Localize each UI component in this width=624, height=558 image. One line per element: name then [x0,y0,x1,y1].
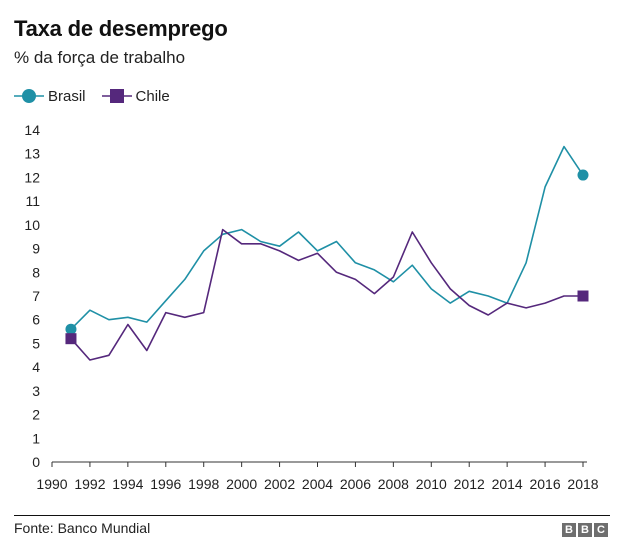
y-tick-label: 2 [32,407,40,423]
x-tick-label: 1998 [188,476,219,492]
y-tick-label: 12 [24,169,40,185]
logo-letter: B [578,523,592,537]
legend-label-brasil: Brasil [48,87,86,105]
data-point-chile [65,333,77,345]
y-tick-label: 11 [25,193,40,209]
legend: Brasil Chile [14,84,186,108]
legend-item-chile: Chile [101,86,170,106]
chart-title: Taxa de desemprego [14,16,228,41]
y-tick-label: 13 [24,146,40,162]
data-point-brasil [65,323,77,335]
y-tick-label: 14 [24,122,40,138]
x-tick-label: 1990 [36,476,67,492]
y-tick-label: 6 [32,312,40,328]
x-tick-label: 2000 [226,476,257,492]
x-tick-label: 2006 [340,476,371,492]
x-tick-label: 2018 [567,476,598,492]
y-tick-label: 7 [32,288,40,304]
x-tick-label: 2004 [302,476,333,492]
x-axis: 1990 1992 1994 1996 1998 2000 2002 2004 2006 2008… [36,462,599,492]
y-tick-label: 4 [32,359,40,375]
x-tick-label: 2002 [264,476,295,492]
logo-letter: C [594,523,608,537]
data-point-brasil [577,169,589,181]
x-tick-label: 1996 [150,476,181,492]
legend-item-brasil: Brasil [14,86,86,106]
x-tick-label: 2016 [529,476,560,492]
logo-letter: B [562,523,576,537]
x-tick-label: 1994 [112,476,143,492]
x-tick-label: 2010 [416,476,447,492]
x-tick-label: 2012 [454,476,485,492]
y-tick-label: 5 [32,335,40,351]
y-tick-label: 9 [32,241,40,257]
legend-marker-brasil-icon [14,89,44,103]
legend-label-chile: Chile [135,87,170,105]
x-tick-label: 1992 [74,476,105,492]
y-tick-label: 8 [32,264,40,280]
chart-subtitle: % da força de trabalho [14,48,186,67]
x-tick-label: 2014 [492,476,523,492]
y-tick-label: 1 [32,430,40,446]
footer-divider [14,515,610,516]
bbc-logo: B B C [562,523,608,537]
y-tick-label: 0 [32,454,40,470]
y-tick-label: 10 [24,217,40,233]
y-tick-label: 3 [32,383,40,399]
x-tick-label: 2008 [378,476,409,492]
series-layer [65,145,589,361]
data-point-chile [577,290,589,302]
source-note: Fonte: Banco Mundial [14,520,151,536]
series-line-chile [70,228,583,361]
legend-marker-chile-icon [101,89,132,103]
series-line-brasil [70,145,584,330]
